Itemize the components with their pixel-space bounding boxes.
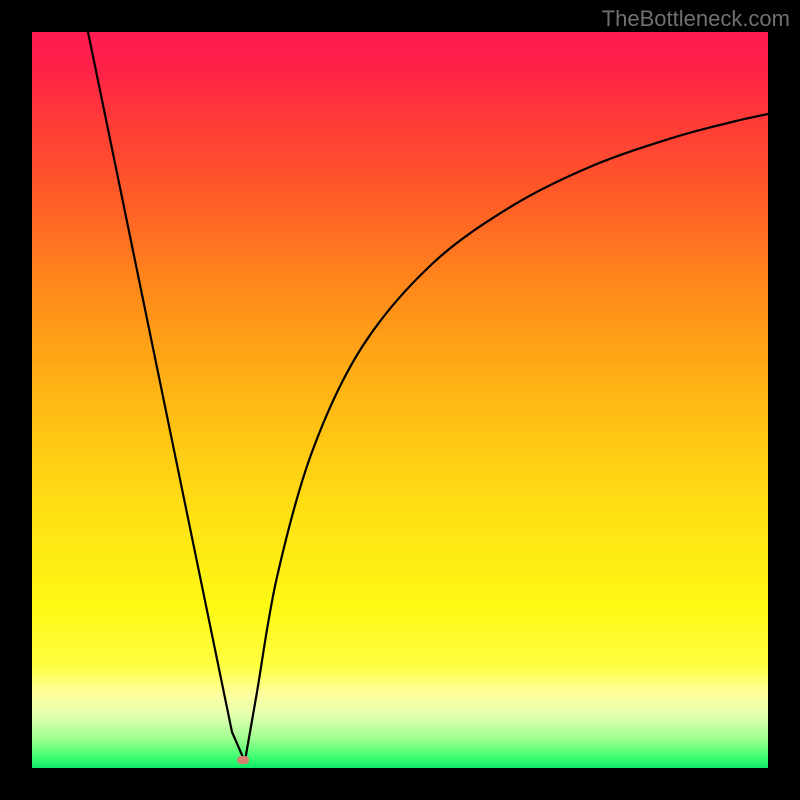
chart-container: TheBottleneck.com <box>0 0 800 800</box>
plot-area <box>32 32 768 768</box>
valley-marker <box>237 756 249 764</box>
watermark-text: TheBottleneck.com <box>602 6 790 32</box>
chart-svg <box>32 32 768 768</box>
